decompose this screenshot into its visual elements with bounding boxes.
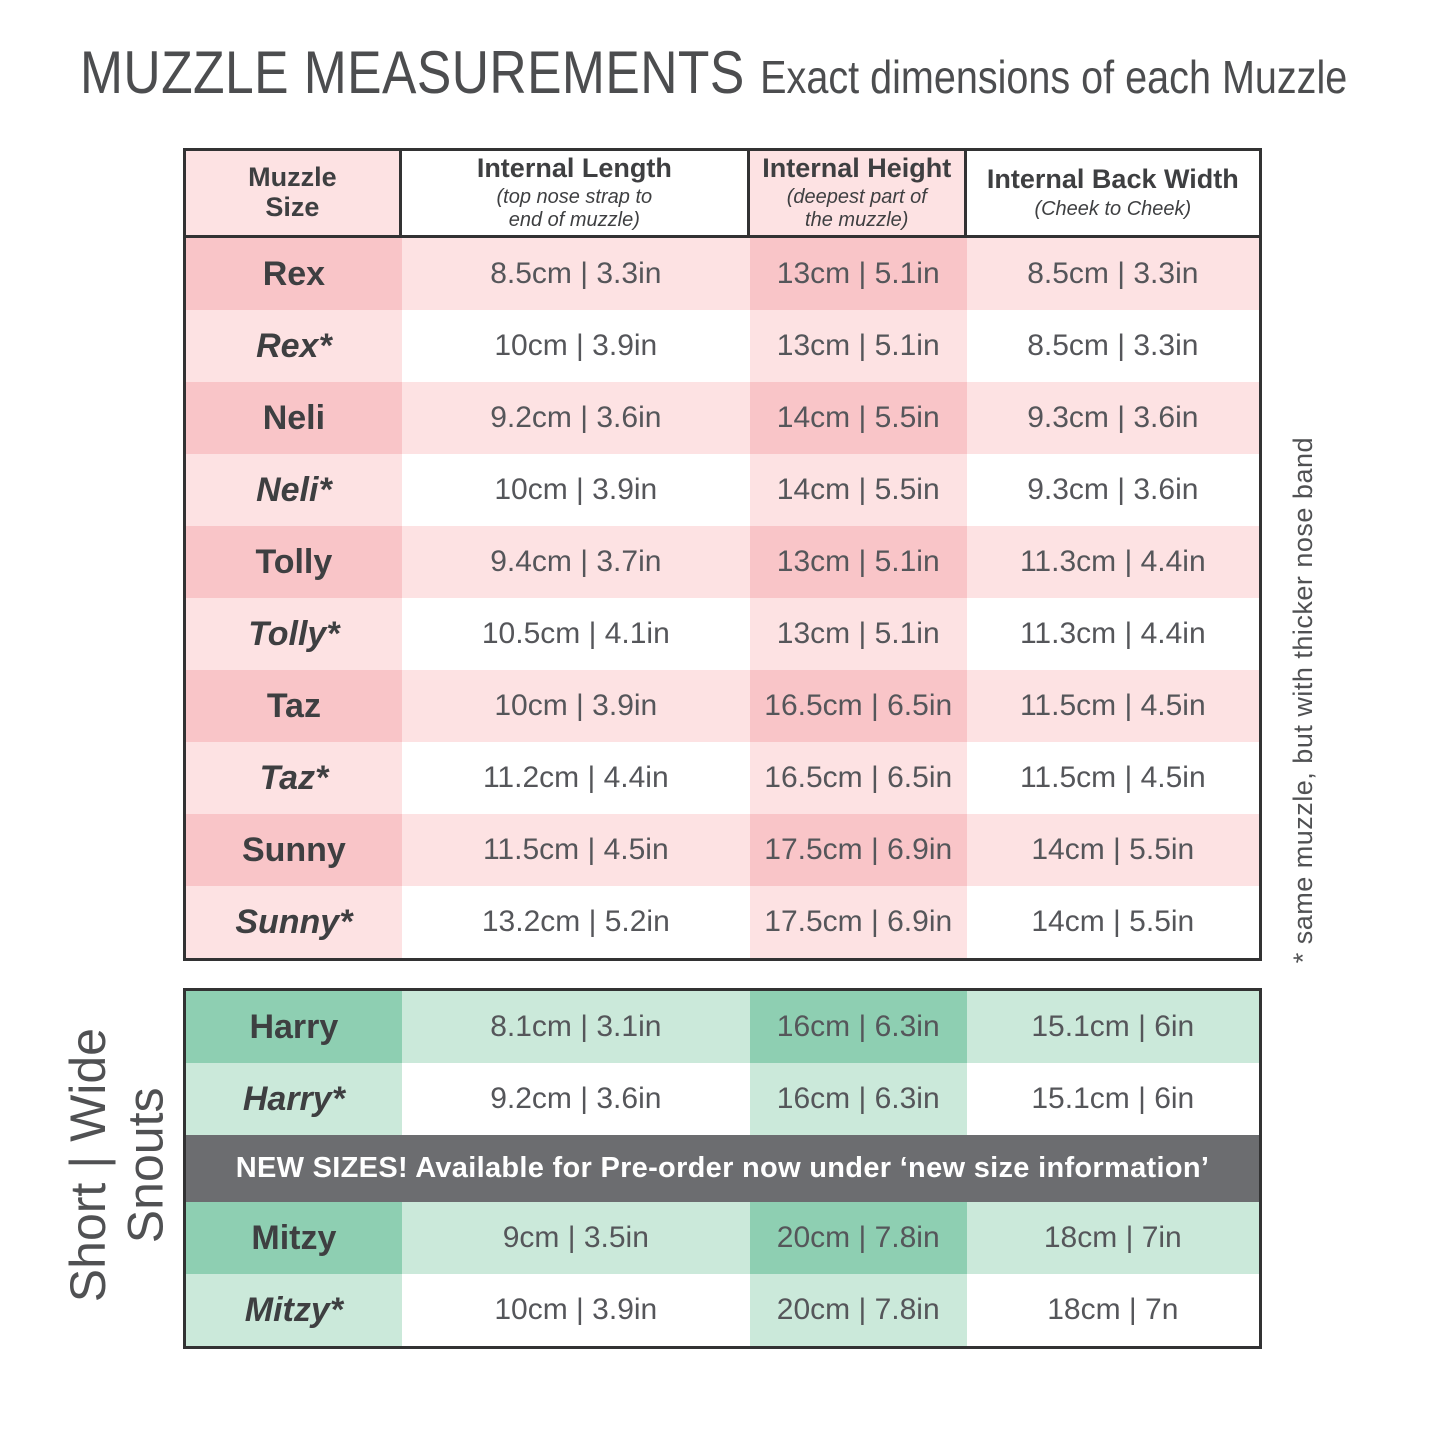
muzzle-name-cell: Rex*	[186, 310, 402, 382]
measurement-cell: 20cm | 7.8in	[749, 1202, 967, 1274]
standard-sizes-rows: Rex 8.5cm | 3.3in 13cm | 5.1in 8.5cm | 3.3i…	[186, 238, 1259, 958]
measurement-cell: 11.5cm | 4.5in	[401, 814, 750, 886]
muzzle-name-cell: Neli	[186, 382, 402, 454]
short-wide-snouts-table: Harry 8.1cm | 3.1in 16cm | 6.3in 15.1cm | 6…	[183, 988, 1262, 1349]
title-subtitle: Exact dimensions of each Muzzle	[760, 51, 1348, 103]
muzzle-name-cell: Rex	[186, 238, 402, 310]
measurement-cell: 20cm | 7.8in	[749, 1274, 967, 1346]
measurement-cell: 17.5cm | 6.9in	[749, 886, 967, 958]
measurement-cell: 11.2cm | 4.4in	[401, 742, 750, 814]
muzzle-name-cell: Tolly*	[186, 598, 402, 670]
header-cell-internal-height: Internal Height (deepest part of the muz…	[749, 151, 967, 235]
measurement-cell: 14cm | 5.5in	[966, 814, 1259, 886]
measurement-cell: 14cm | 5.5in	[966, 886, 1259, 958]
table-row: Harry* 9.2cm | 3.6in 16cm | 6.3in 15.1cm | …	[186, 1063, 1259, 1135]
short-wide-snouts-text: Short | Wide Snouts	[59, 1027, 174, 1303]
measurement-cell: 10cm | 3.9in	[401, 454, 750, 526]
measurement-cell: 18cm | 7n	[966, 1274, 1259, 1346]
table-row: Taz 10cm | 3.9in 16.5cm | 6.5in 11.5cm | 4.…	[186, 670, 1259, 742]
table-row: Harry 8.1cm | 3.1in 16cm | 6.3in 15.1cm | 6…	[186, 991, 1259, 1063]
standard-sizes-table: Muzzle Size Internal Length (top nose st…	[183, 148, 1262, 961]
short-wide-rows-top: Harry 8.1cm | 3.1in 16cm | 6.3in 15.1cm | 6…	[186, 991, 1259, 1135]
table-row: Neli 9.2cm | 3.6in 14cm | 5.5in 9.3cm | 3.6…	[186, 382, 1259, 454]
muzzle-name-cell: Harry*	[186, 1063, 402, 1135]
table-row: Tolly* 10.5cm | 4.1in 13cm | 5.1in 11.3cm |…	[186, 598, 1259, 670]
measurement-cell: 8.5cm | 3.3in	[966, 238, 1259, 310]
muzzle-name-cell: Tolly	[186, 526, 402, 598]
measurement-cell: 10cm | 3.9in	[401, 670, 750, 742]
measurement-cell: 9cm | 3.5in	[401, 1202, 750, 1274]
header-cell-internal-back-width: Internal Back Width (Cheek to Cheek)	[966, 151, 1259, 235]
measurement-cell: 8.5cm | 3.3in	[401, 238, 750, 310]
table-header-row: Muzzle Size Internal Length (top nose st…	[186, 151, 1259, 238]
measurement-cell: 13cm | 5.1in	[749, 238, 967, 310]
header-cell-muzzle-size: Muzzle Size	[186, 151, 402, 235]
table-row: Mitzy 9cm | 3.5in 20cm | 7.8in 18cm | 7in	[186, 1202, 1259, 1274]
table-row: Tolly 9.4cm | 3.7in 13cm | 5.1in 11.3cm | 4…	[186, 526, 1259, 598]
measurement-cell: 13.2cm | 5.2in	[401, 886, 750, 958]
header-subtitle: (deepest part of the muzzle)	[786, 186, 927, 232]
measurement-cell: 16.5cm | 6.5in	[749, 670, 967, 742]
muzzle-name-cell: Taz*	[186, 742, 402, 814]
measurement-cell: 11.3cm | 4.4in	[966, 526, 1259, 598]
header-subtitle: (Cheek to Cheek)	[1034, 197, 1192, 220]
table-row: Sunny 11.5cm | 4.5in 17.5cm | 6.9in 14cm | …	[186, 814, 1259, 886]
table-row: Mitzy* 10cm | 3.9in 20cm | 7.8in 18cm | 7n	[186, 1274, 1259, 1346]
measurement-cell: 8.5cm | 3.3in	[966, 310, 1259, 382]
table-row: Sunny* 13.2cm | 5.2in 17.5cm | 6.9in 14cm |…	[186, 886, 1259, 958]
measurement-cell: 16.5cm | 6.5in	[749, 742, 967, 814]
table-row: Neli* 10cm | 3.9in 14cm | 5.5in 9.3cm | 3.6…	[186, 454, 1259, 526]
table-row: Taz* 11.2cm | 4.4in 16.5cm | 6.5in 11.5cm |…	[186, 742, 1259, 814]
measurement-cell: 11.5cm | 4.5in	[966, 742, 1259, 814]
short-wide-rows-bottom: Mitzy 9cm | 3.5in 20cm | 7.8in 18cm | 7in Mi…	[186, 1202, 1259, 1346]
measurement-cell: 10cm | 3.9in	[401, 310, 750, 382]
measurement-cell: 16cm | 6.3in	[749, 1063, 967, 1135]
measurement-cell: 8.1cm | 3.1in	[401, 991, 750, 1063]
header-cell-internal-length: Internal Length (top nose strap to end o…	[401, 151, 750, 235]
measurement-cell: 15.1cm | 6in	[966, 991, 1259, 1063]
page-title: MUZZLE MEASUREMENTS Exact dimensions of …	[80, 38, 1347, 107]
new-sizes-banner: NEW SIZES! Available for Pre-order now u…	[186, 1135, 1259, 1202]
measurement-cell: 17.5cm | 6.9in	[749, 814, 967, 886]
measurement-cell: 13cm | 5.1in	[749, 598, 967, 670]
muzzle-name-cell: Mitzy*	[186, 1274, 402, 1346]
muzzle-name-cell: Neli*	[186, 454, 402, 526]
measurement-cell: 10.5cm | 4.1in	[401, 598, 750, 670]
measurement-cell: 9.2cm | 3.6in	[401, 382, 750, 454]
measurement-cell: 16cm | 6.3in	[749, 991, 967, 1063]
measurement-cell: 14cm | 5.5in	[749, 454, 967, 526]
muzzle-name-cell: Sunny*	[186, 886, 402, 958]
measurement-cell: 9.3cm | 3.6in	[966, 382, 1259, 454]
table-row: Rex 8.5cm | 3.3in 13cm | 5.1in 8.5cm | 3.3i…	[186, 238, 1259, 310]
header-title: Internal Length	[476, 152, 672, 183]
measurement-cell: 10cm | 3.9in	[401, 1274, 750, 1346]
short-wide-snouts-label: Short | Wide Snouts	[52, 985, 182, 1345]
measurement-cell: 9.4cm | 3.7in	[401, 526, 750, 598]
measurement-cell: 14cm | 5.5in	[749, 382, 967, 454]
table-row: Rex* 10cm | 3.9in 13cm | 5.1in 8.5cm | 3.3i…	[186, 310, 1259, 382]
measurement-cell: 9.3cm | 3.6in	[966, 454, 1259, 526]
starred-note-text: * same muzzle, but with thicker nose ban…	[1287, 436, 1318, 963]
header-title: Internal Back Width	[986, 164, 1239, 195]
measurement-cell: 13cm | 5.1in	[749, 526, 967, 598]
measurement-cell: 15.1cm | 6in	[966, 1063, 1259, 1135]
muzzle-name-cell: Sunny	[186, 814, 402, 886]
muzzle-name-cell: Harry	[186, 991, 402, 1063]
measurement-cell: 13cm | 5.1in	[749, 310, 967, 382]
measurement-cell: 18cm | 7in	[966, 1202, 1259, 1274]
muzzle-name-cell: Taz	[186, 670, 402, 742]
measurement-cell: 9.2cm | 3.6in	[401, 1063, 750, 1135]
header-subtitle: (top nose strap to end of muzzle)	[496, 186, 653, 232]
starred-note: * same muzzle, but with thicker nose ban…	[1280, 148, 1326, 963]
header-title: Muzzle Size	[248, 162, 337, 222]
measurement-cell: 11.5cm | 4.5in	[966, 670, 1259, 742]
header-title: Internal Height	[762, 152, 952, 183]
measurement-cell: 11.3cm | 4.4in	[966, 598, 1259, 670]
muzzle-name-cell: Mitzy	[186, 1202, 402, 1274]
title-main: MUZZLE MEASUREMENTS	[80, 39, 745, 106]
